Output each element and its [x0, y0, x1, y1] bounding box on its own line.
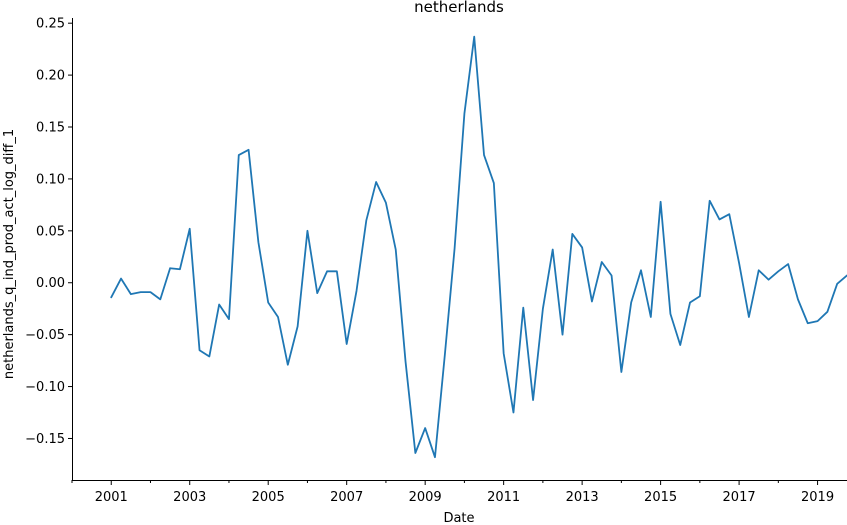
y-tick-label: 0.15	[36, 121, 65, 136]
plot-area	[110, 35, 847, 459]
x-tick-label: 2001	[95, 490, 128, 505]
chart-title: netherlands	[414, 0, 504, 16]
y-tick-label: 0.25	[36, 17, 65, 32]
x-tick-label: 2015	[644, 490, 677, 505]
x-tick-label: 2009	[409, 490, 442, 505]
x-tick-label: 2017	[723, 490, 756, 505]
x-tick-label: 2011	[487, 490, 520, 505]
y-axis: −0.15 −0.10 −0.05 0.00 0.05 0.10 0.15 0.20 0.25	[25, 17, 72, 447]
y-axis-title: netherlands_q_ind_prod_act_log_diff_1	[2, 129, 17, 379]
y-tick-label: 0.05	[36, 224, 65, 239]
x-axis-title: Date	[443, 511, 474, 525]
x-tick-label: 2013	[566, 490, 599, 505]
x-tick-label: 2019	[801, 490, 834, 505]
x-tick-label: 2005	[252, 490, 285, 505]
y-tick-label: 0.20	[36, 69, 65, 84]
x-tick-label: 2007	[330, 490, 363, 505]
y-tick-label: −0.15	[25, 432, 65, 447]
y-tick-label: −0.10	[25, 380, 65, 395]
y-tick-label: −0.05	[25, 328, 65, 343]
y-tick-label: 0.10	[36, 172, 65, 187]
series-line	[110, 35, 847, 459]
y-tick-label: 0.00	[36, 276, 65, 291]
x-tick-label: 2003	[173, 490, 206, 505]
x-axis: 2001 2003 2005 2007 2009 2011 2013 2015 2017 2019	[71, 480, 834, 505]
